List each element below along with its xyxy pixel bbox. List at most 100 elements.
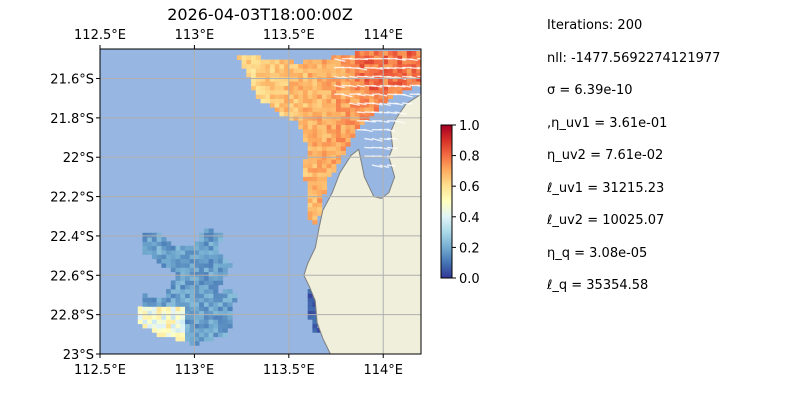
velocity-arrow [394, 102, 404, 106]
heatmap-cell [298, 102, 304, 108]
heatmap-cell [321, 172, 327, 177]
heatmap-cell [303, 137, 309, 143]
heatmap-cell [156, 306, 162, 312]
heatmap-cell [203, 293, 209, 299]
heatmap-cell [326, 172, 332, 177]
heatmap-cell [317, 163, 323, 169]
heatmap-cell [189, 328, 195, 333]
heatmap-cell [331, 150, 337, 156]
heatmap-cell [383, 68, 389, 73]
heatmap-cell [255, 64, 261, 69]
heatmap-cell [142, 241, 148, 247]
heatmap-cell [317, 159, 323, 164]
heatmap-cell [354, 107, 360, 112]
heatmap-cell [260, 59, 266, 65]
heatmap-cell [359, 72, 365, 78]
heatmap-cell [222, 271, 228, 277]
heatmap-cell [208, 258, 214, 264]
heatmap-cell [359, 102, 365, 108]
heatmap-cell [331, 102, 337, 108]
heatmap-cell [340, 128, 346, 134]
heatmap-cell [199, 241, 205, 247]
heatmap-cell [397, 81, 403, 86]
heatmap-cell [345, 81, 351, 86]
x-ticks-bottom: 112.5°E 113°E 113.5°E 114°E [74, 354, 403, 378]
heatmap-cell [284, 111, 290, 117]
heatmap-cell [383, 89, 389, 95]
heatmap-cell [185, 336, 191, 342]
heatmap-cell [147, 241, 153, 247]
heatmap-cell [307, 72, 313, 78]
heatmap-cell [402, 59, 408, 65]
heatmap-cell [369, 102, 375, 108]
heatmap-cell [255, 85, 261, 91]
heatmap-cell [373, 76, 379, 82]
heatmap-cell [312, 120, 318, 125]
heatmap-cell [208, 297, 214, 303]
heatmap-cell [340, 55, 346, 60]
heatmap-cell [166, 241, 172, 247]
heatmap-cell [312, 328, 318, 333]
y-ticks: 21.6°S 21.8°S 22°S 22.2°S 22.4°S 22.6°S 22.8°S… [50, 73, 100, 363]
colorbar-tick-label: 0.6 [459, 180, 480, 195]
heatmap-cell [359, 107, 365, 112]
velocity-arrow [394, 120, 405, 124]
map-plot-area [100, 49, 421, 354]
heatmap-cell [255, 81, 261, 86]
heatmap-cell [222, 289, 228, 294]
heatmap-cell [388, 64, 394, 69]
heatmap-cell [137, 306, 143, 312]
parameter-line: nll: -1477.5692274121977 [547, 50, 721, 66]
heatmap-cell [269, 85, 275, 91]
heatmap-cell [293, 68, 299, 73]
heatmap-cell [180, 323, 186, 329]
heatmap-cell [369, 59, 375, 65]
velocity-arrow [417, 67, 421, 69]
heatmap-cell [331, 141, 337, 147]
heatmap-cell [203, 302, 209, 307]
heatmap-cell [269, 64, 275, 69]
heatmap-cell [175, 254, 181, 260]
heatmap-cell [388, 51, 394, 56]
heatmap-cell [345, 107, 351, 112]
heatmap-cell [397, 64, 403, 69]
heatmap-cell [194, 328, 200, 333]
heatmap-cell [161, 297, 167, 303]
heatmap-cell [137, 310, 143, 316]
heatmap-cell [336, 64, 342, 69]
heatmap-cell [336, 111, 342, 117]
heatmap-cell [298, 94, 304, 99]
heatmap-cell [194, 276, 200, 281]
heatmap-cell [336, 81, 342, 86]
velocity-arrow [401, 93, 413, 98]
heatmap-cell [151, 237, 157, 242]
heatmap-cell [293, 107, 299, 112]
heatmap-cell [303, 124, 309, 130]
heatmap-cell [199, 332, 205, 338]
heatmap-cell [180, 263, 186, 268]
heatmap-cell [359, 98, 365, 104]
heatmap-cell [151, 254, 157, 260]
heatmap-cell [336, 76, 342, 82]
heatmap-cell [359, 59, 365, 65]
heatmap-cell [265, 98, 271, 104]
heatmap-cell [166, 258, 172, 264]
heatmap-cell [251, 85, 257, 91]
heatmap-cell [317, 137, 323, 143]
heatmap-cell [185, 245, 191, 251]
heatmap-cell [284, 102, 290, 108]
heatmap-cell [161, 315, 167, 320]
velocity-arrow [386, 164, 396, 167]
heatmap-cell [199, 289, 205, 294]
heatmap-cell [251, 59, 257, 65]
heatmap-cell [137, 319, 143, 325]
heatmap-cell [307, 315, 313, 320]
parameter-line: η_uv2 = 7.61e-02 [547, 148, 664, 163]
heatmap-cell [279, 59, 285, 65]
heatmap-cell [151, 241, 157, 247]
velocity-arrow [417, 84, 421, 88]
heatmap-cell [208, 323, 214, 329]
heatmap-cell [180, 250, 186, 255]
heatmap-cell [185, 267, 191, 273]
heatmap-cell [194, 263, 200, 268]
